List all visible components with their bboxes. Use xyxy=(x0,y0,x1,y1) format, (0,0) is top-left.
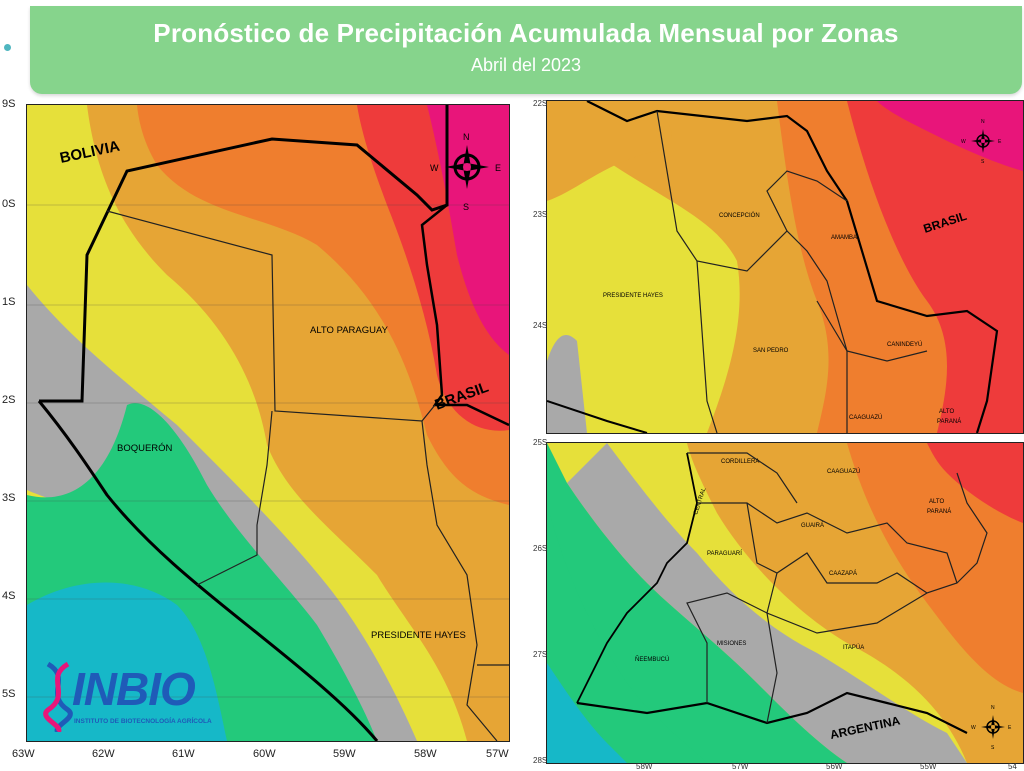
lat-tick: 23S xyxy=(533,210,548,219)
lat-tick: 9S xyxy=(2,98,16,110)
lon-tick: 56W xyxy=(826,762,843,771)
main-compass-w: W xyxy=(430,163,439,173)
lat-tick: 2S xyxy=(2,394,16,406)
south-compass-w: W xyxy=(971,725,976,731)
main-compass-s: S xyxy=(463,202,469,212)
lon-tick: 61W xyxy=(172,748,195,760)
main-map-svg: N S E W BOLIVIA BRASIL ALTO PARAGUAY BOQ… xyxy=(27,105,509,741)
label-itapua: ITAPÚA xyxy=(843,644,864,651)
logo-name: INBIO xyxy=(72,663,196,715)
label-amambai: AMAMBAI xyxy=(831,235,859,241)
lon-tick: 63W xyxy=(12,748,35,760)
lat-tick: 3S xyxy=(2,492,16,504)
page-title: Pronóstico de Precipitación Acumulada Me… xyxy=(153,18,899,48)
north-map-panel: N S E W BRASIL CONCEPCIÓN AMAMBAI PRESID… xyxy=(546,100,1024,434)
north-compass-e: E xyxy=(998,139,1002,145)
page-header: Pronóstico de Precipitación Acumulada Me… xyxy=(30,6,1022,94)
main-compass xyxy=(445,145,489,189)
north-map-svg: N S E W BRASIL CONCEPCIÓN AMAMBAI PRESID… xyxy=(547,101,1023,433)
lat-tick: 5S xyxy=(2,688,16,700)
label-san-pedro: SAN PEDRO xyxy=(753,348,789,354)
lat-tick: 24S xyxy=(533,321,548,330)
dna-helix-icon xyxy=(43,661,73,732)
south-compass-s: S xyxy=(991,745,995,751)
label-parana-north: PARANÁ xyxy=(937,418,961,425)
main-compass-e: E xyxy=(495,163,501,173)
label-misiones: MISIONES xyxy=(717,641,746,647)
label-concepcion: CONCEPCIÓN xyxy=(719,212,760,219)
page-subtitle: Abril del 2023 xyxy=(470,55,582,75)
lon-tick: 54 xyxy=(1008,762,1017,771)
label-canindeyu: CANINDEYÚ xyxy=(887,341,922,348)
label-cordillera: CORDILLERA xyxy=(721,459,759,465)
label-caazapa: CAAZAPÁ xyxy=(829,570,857,577)
lat-tick: 27S xyxy=(533,650,548,659)
lat-tick: 4S xyxy=(2,590,16,602)
south-map-panel: N S E W ARGENTINA CORDILLERA CAAGUAZÚ CE… xyxy=(546,442,1024,764)
label-alto-paraguay: ALTO PARAGUAY xyxy=(310,325,389,336)
label-boqueron: BOQUERÓN xyxy=(117,443,173,454)
label-alto-north: ALTO xyxy=(939,409,954,415)
lat-tick: 0S xyxy=(2,198,16,210)
label-paraguari: PARAGUARÍ xyxy=(707,550,742,557)
south-compass-n: N xyxy=(991,705,995,711)
lat-tick: 1S xyxy=(2,296,16,308)
lon-tick: 62W xyxy=(92,748,115,760)
lon-tick: 55W xyxy=(920,762,937,771)
lon-tick: 57W xyxy=(732,762,749,771)
lon-tick: 60W xyxy=(253,748,276,760)
label-alto-south: ALTO xyxy=(929,499,944,505)
north-compass-w: W xyxy=(961,139,966,145)
north-compass-n: N xyxy=(981,119,985,125)
bullet-marker xyxy=(4,44,11,51)
lat-tick: 22S xyxy=(533,99,548,108)
label-parana-south: PARANÁ xyxy=(927,508,951,515)
label-neembucu: ÑEEMBUCÚ xyxy=(635,656,669,663)
label-caaguazu-north: CAAGUAZÚ xyxy=(849,414,882,421)
lat-tick: 28S xyxy=(533,756,548,765)
label-caaguazu-south: CAAGUAZÚ xyxy=(827,468,860,475)
logo-tagline: INSTITUTO DE BIOTECNOLOGÍA AGRÍCOLA xyxy=(74,718,212,725)
label-guaira: GUAIRÁ xyxy=(801,522,824,529)
south-compass-e: E xyxy=(1008,725,1012,731)
lat-tick: 26S xyxy=(533,544,548,553)
lon-tick: 59W xyxy=(333,748,356,760)
lat-tick: 25S xyxy=(533,438,548,447)
lon-tick: 58W xyxy=(414,748,437,760)
lon-tick: 57W xyxy=(486,748,509,760)
inbio-logo: INBIO INSTITUTO DE BIOTECNOLOGÍA AGRÍCOL… xyxy=(38,660,258,734)
main-map-panel: N S E W BOLIVIA BRASIL ALTO PARAGUAY BOQ… xyxy=(26,104,510,742)
south-map-svg: N S E W ARGENTINA CORDILLERA CAAGUAZÚ CE… xyxy=(547,443,1023,763)
lon-tick: 58W xyxy=(636,762,653,771)
north-compass-s: S xyxy=(981,159,985,165)
label-presidente-hayes-north: PRESIDENTE HAYES xyxy=(603,293,663,299)
main-compass-n: N xyxy=(463,132,470,142)
label-presidente-hayes-main: PRESIDENTE HAYES xyxy=(371,630,466,641)
